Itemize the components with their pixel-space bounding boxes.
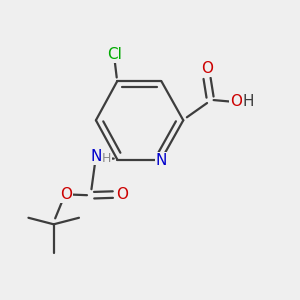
Text: Cl: Cl — [107, 47, 122, 62]
Text: O: O — [201, 61, 213, 76]
Text: N: N — [156, 153, 167, 168]
Text: O: O — [230, 94, 242, 109]
Text: H: H — [242, 94, 254, 109]
Text: N: N — [90, 149, 102, 164]
Text: O: O — [116, 187, 128, 202]
Text: H: H — [102, 152, 111, 165]
Text: O: O — [60, 187, 72, 202]
